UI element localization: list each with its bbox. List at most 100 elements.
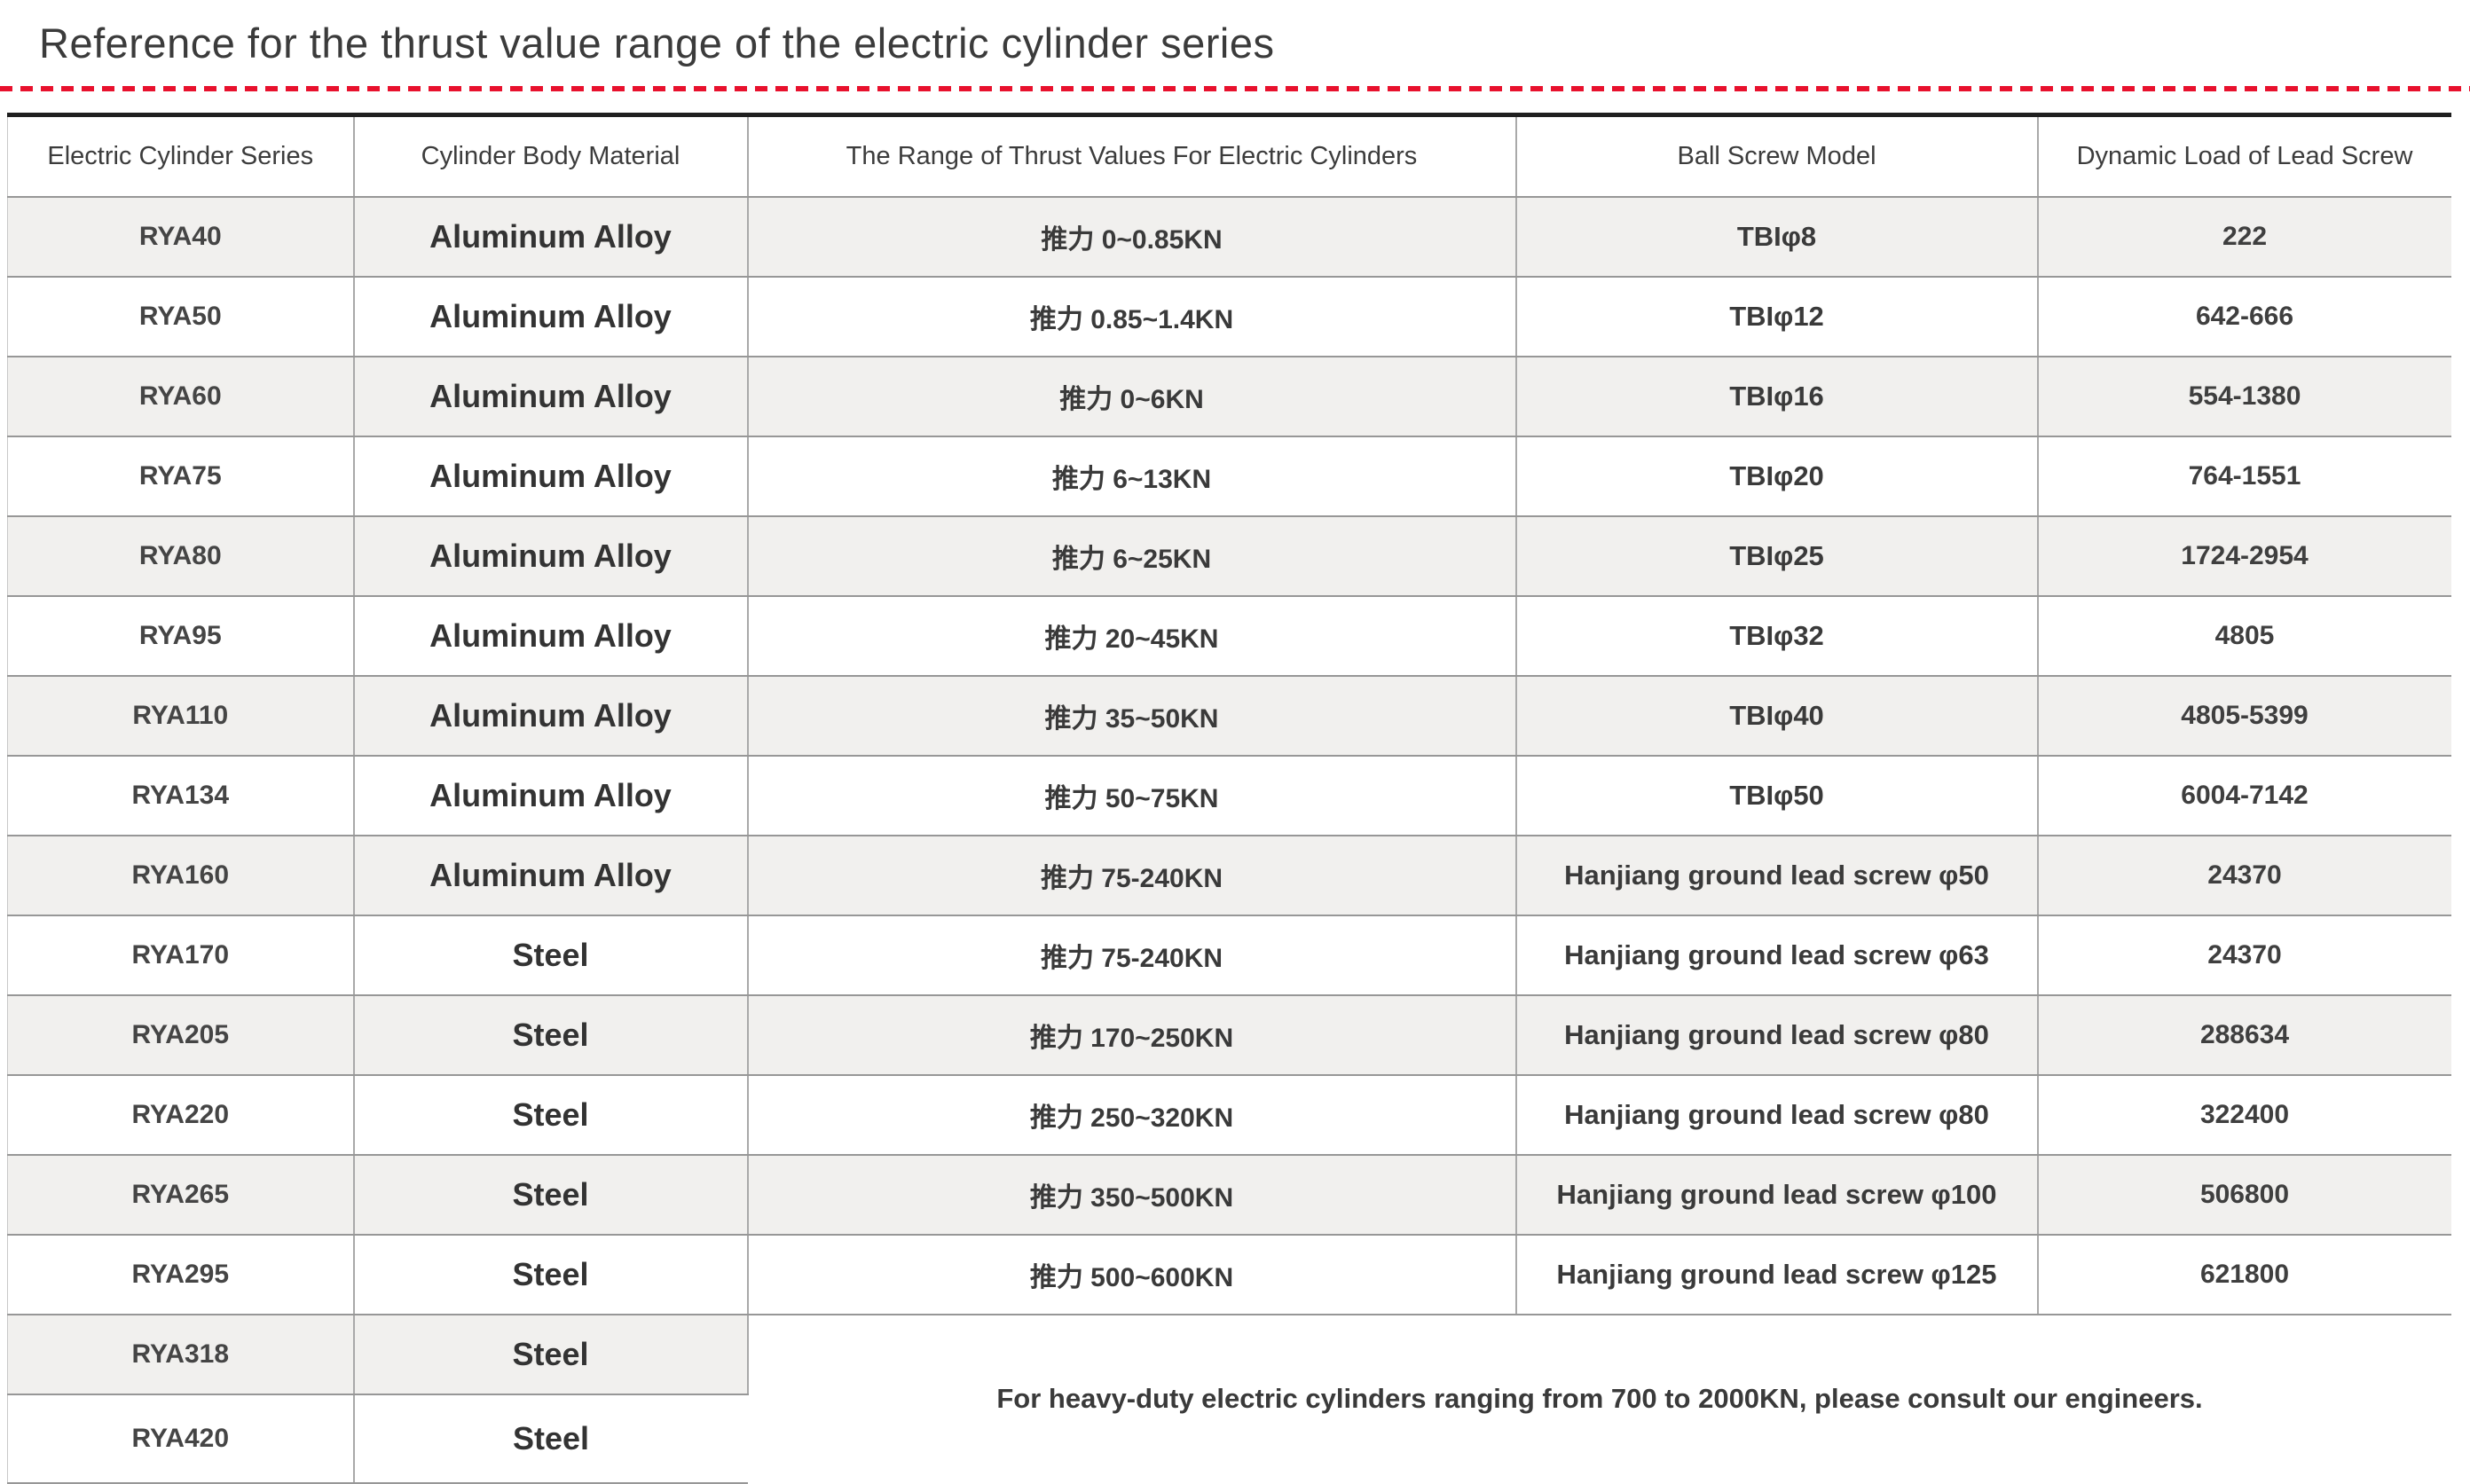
table-row: RYA160 Aluminum Alloy 推力 75-240KN Hanjia… xyxy=(7,835,2451,916)
load-cell: 24370 xyxy=(2037,835,2451,916)
table-row: RYA295 Steel 推力 500~600KN Hanjiang groun… xyxy=(7,1234,2451,1315)
table-row: RYA205 Steel 推力 170~250KN Hanjiang groun… xyxy=(7,994,2451,1076)
thrust-cell: 推力 0~0.85KN xyxy=(747,196,1517,278)
header-thrust-range: The Range of Thrust Values For Electric … xyxy=(747,114,1517,198)
load-cell: 506800 xyxy=(2037,1154,2451,1236)
material-cell: Steel xyxy=(353,1394,748,1484)
table-row: RYA60 Aluminum Alloy 推力 0~6KN TBIφ16 554… xyxy=(7,356,2451,437)
thrust-cell: 推力 500~600KN xyxy=(747,1234,1517,1315)
material-cell: Aluminum Alloy xyxy=(353,276,749,357)
material-cell: Aluminum Alloy xyxy=(353,436,749,517)
screw-cell: Hanjiang ground lead screw φ100 xyxy=(1515,1154,2039,1236)
screw-cell: TBIφ40 xyxy=(1515,675,2039,757)
series-cell: RYA265 xyxy=(7,1154,355,1236)
page-title: Reference for the thrust value range of … xyxy=(39,20,1275,67)
table-row: RYA40 Aluminum Alloy 推力 0~0.85KN TBIφ8 2… xyxy=(7,196,2451,278)
series-cell: RYA134 xyxy=(7,755,355,836)
header-ball-screw: Ball Screw Model xyxy=(1515,114,2039,198)
screw-cell: TBIφ25 xyxy=(1515,515,2039,597)
thrust-cell: 推力 0.85~1.4KN xyxy=(747,276,1517,357)
thrust-cell: 推力 20~45KN xyxy=(747,595,1517,677)
series-cell: RYA40 xyxy=(7,196,355,278)
thrust-cell: 推力 35~50KN xyxy=(747,675,1517,757)
series-cell: RYA50 xyxy=(7,276,355,357)
series-cell: RYA110 xyxy=(7,675,355,757)
load-cell: 554-1380 xyxy=(2037,356,2451,437)
screw-cell: TBIφ50 xyxy=(1515,755,2039,836)
header-dynamic-load: Dynamic Load of Lead Screw xyxy=(2037,114,2451,198)
table-row: RYA50 Aluminum Alloy 推力 0.85~1.4KN TBIφ1… xyxy=(7,276,2451,357)
series-cell: RYA95 xyxy=(7,595,355,677)
material-cell: Steel xyxy=(353,1154,749,1236)
material-cell: Aluminum Alloy xyxy=(353,675,749,757)
thrust-cell: 推力 0~6KN xyxy=(747,356,1517,437)
thrust-cell: 推力 250~320KN xyxy=(747,1074,1517,1156)
series-cell: RYA420 xyxy=(7,1394,355,1484)
load-cell: 322400 xyxy=(2037,1074,2451,1156)
material-cell: Aluminum Alloy xyxy=(353,835,749,916)
load-cell: 1724-2954 xyxy=(2037,515,2451,597)
load-cell: 4805-5399 xyxy=(2037,675,2451,757)
title-row: Reference for the thrust value range of … xyxy=(0,0,2470,86)
thrust-cell: 推力 50~75KN xyxy=(747,755,1517,836)
header-series: Electric Cylinder Series xyxy=(7,114,355,198)
load-cell: 288634 xyxy=(2037,994,2451,1076)
thrust-cell: 推力 6~25KN xyxy=(747,515,1517,597)
table-row: RYA80 Aluminum Alloy 推力 6~25KN TBIφ25 17… xyxy=(7,515,2451,597)
material-cell: Steel xyxy=(353,1314,749,1395)
load-cell: 6004-7142 xyxy=(2037,755,2451,836)
screw-cell: Hanjiang ground lead screw φ50 xyxy=(1515,835,2039,916)
series-cell: RYA80 xyxy=(7,515,355,597)
screw-cell: TBIφ20 xyxy=(1515,436,2039,517)
series-cell: RYA60 xyxy=(7,356,355,437)
thrust-cell: 推力 75-240KN xyxy=(747,835,1517,916)
screw-cell: Hanjiang ground lead screw φ63 xyxy=(1515,915,2039,996)
material-cell: Aluminum Alloy xyxy=(353,196,749,278)
thrust-cell: 推力 6~13KN xyxy=(747,436,1517,517)
table-row: RYA134 Aluminum Alloy 推力 50~75KN TBIφ50 … xyxy=(7,755,2451,836)
screw-cell: TBIφ12 xyxy=(1515,276,2039,357)
load-cell: 24370 xyxy=(2037,915,2451,996)
screw-cell: TBIφ8 xyxy=(1515,196,2039,278)
table-row: RYA95 Aluminum Alloy 推力 20~45KN TBIφ32 4… xyxy=(7,595,2451,677)
series-cell: RYA75 xyxy=(7,436,355,517)
series-cell: RYA220 xyxy=(7,1074,355,1156)
load-cell: 621800 xyxy=(2037,1234,2451,1315)
series-cell: RYA318 xyxy=(7,1314,355,1395)
material-cell: Aluminum Alloy xyxy=(353,755,749,836)
table-row: RYA265 Steel 推力 350~500KN Hanjiang groun… xyxy=(7,1154,2451,1236)
screw-cell: Hanjiang ground lead screw φ125 xyxy=(1515,1234,2039,1315)
material-cell: Aluminum Alloy xyxy=(353,356,749,437)
screw-cell: Hanjiang ground lead screw φ80 xyxy=(1515,994,2039,1076)
red-dashed-divider xyxy=(0,86,2470,91)
table-row: RYA420 Steel xyxy=(7,1394,2451,1484)
thrust-cell: 推力 350~500KN xyxy=(747,1154,1517,1236)
thrust-reference-table: Electric Cylinder Series Cylinder Body M… xyxy=(7,113,2451,1484)
screw-cell: Hanjiang ground lead screw φ80 xyxy=(1515,1074,2039,1156)
series-cell: RYA170 xyxy=(7,915,355,996)
thrust-cell: 推力 75-240KN xyxy=(747,915,1517,996)
load-cell: 764-1551 xyxy=(2037,436,2451,517)
material-cell: Steel xyxy=(353,1234,749,1315)
table-row: RYA110 Aluminum Alloy 推力 35~50KN TBIφ40 … xyxy=(7,675,2451,757)
heavy-duty-note: For heavy-duty electric cylinders rangin… xyxy=(747,1314,2451,1483)
table-row: RYA220 Steel 推力 250~320KN Hanjiang groun… xyxy=(7,1074,2451,1156)
load-cell: 222 xyxy=(2037,196,2451,278)
material-cell: Steel xyxy=(353,915,749,996)
material-cell: Steel xyxy=(353,994,749,1076)
table-row: RYA318 Steel For heavy-duty electric cyl… xyxy=(7,1314,2451,1483)
header-row: Electric Cylinder Series Cylinder Body M… xyxy=(7,114,2451,198)
material-cell: Steel xyxy=(353,1074,749,1156)
load-cell: 642-666 xyxy=(2037,276,2451,357)
load-cell: 4805 xyxy=(2037,595,2451,677)
series-cell: RYA160 xyxy=(7,835,355,916)
series-cell: RYA205 xyxy=(7,994,355,1076)
header-material: Cylinder Body Material xyxy=(353,114,749,198)
material-cell: Aluminum Alloy xyxy=(353,595,749,677)
table-row: RYA170 Steel 推力 75-240KN Hanjiang ground… xyxy=(7,915,2451,996)
thrust-cell: 推力 170~250KN xyxy=(747,994,1517,1076)
table-row: RYA75 Aluminum Alloy 推力 6~13KN TBIφ20 76… xyxy=(7,436,2451,517)
screw-cell: TBIφ16 xyxy=(1515,356,2039,437)
material-cell: Aluminum Alloy xyxy=(353,515,749,597)
